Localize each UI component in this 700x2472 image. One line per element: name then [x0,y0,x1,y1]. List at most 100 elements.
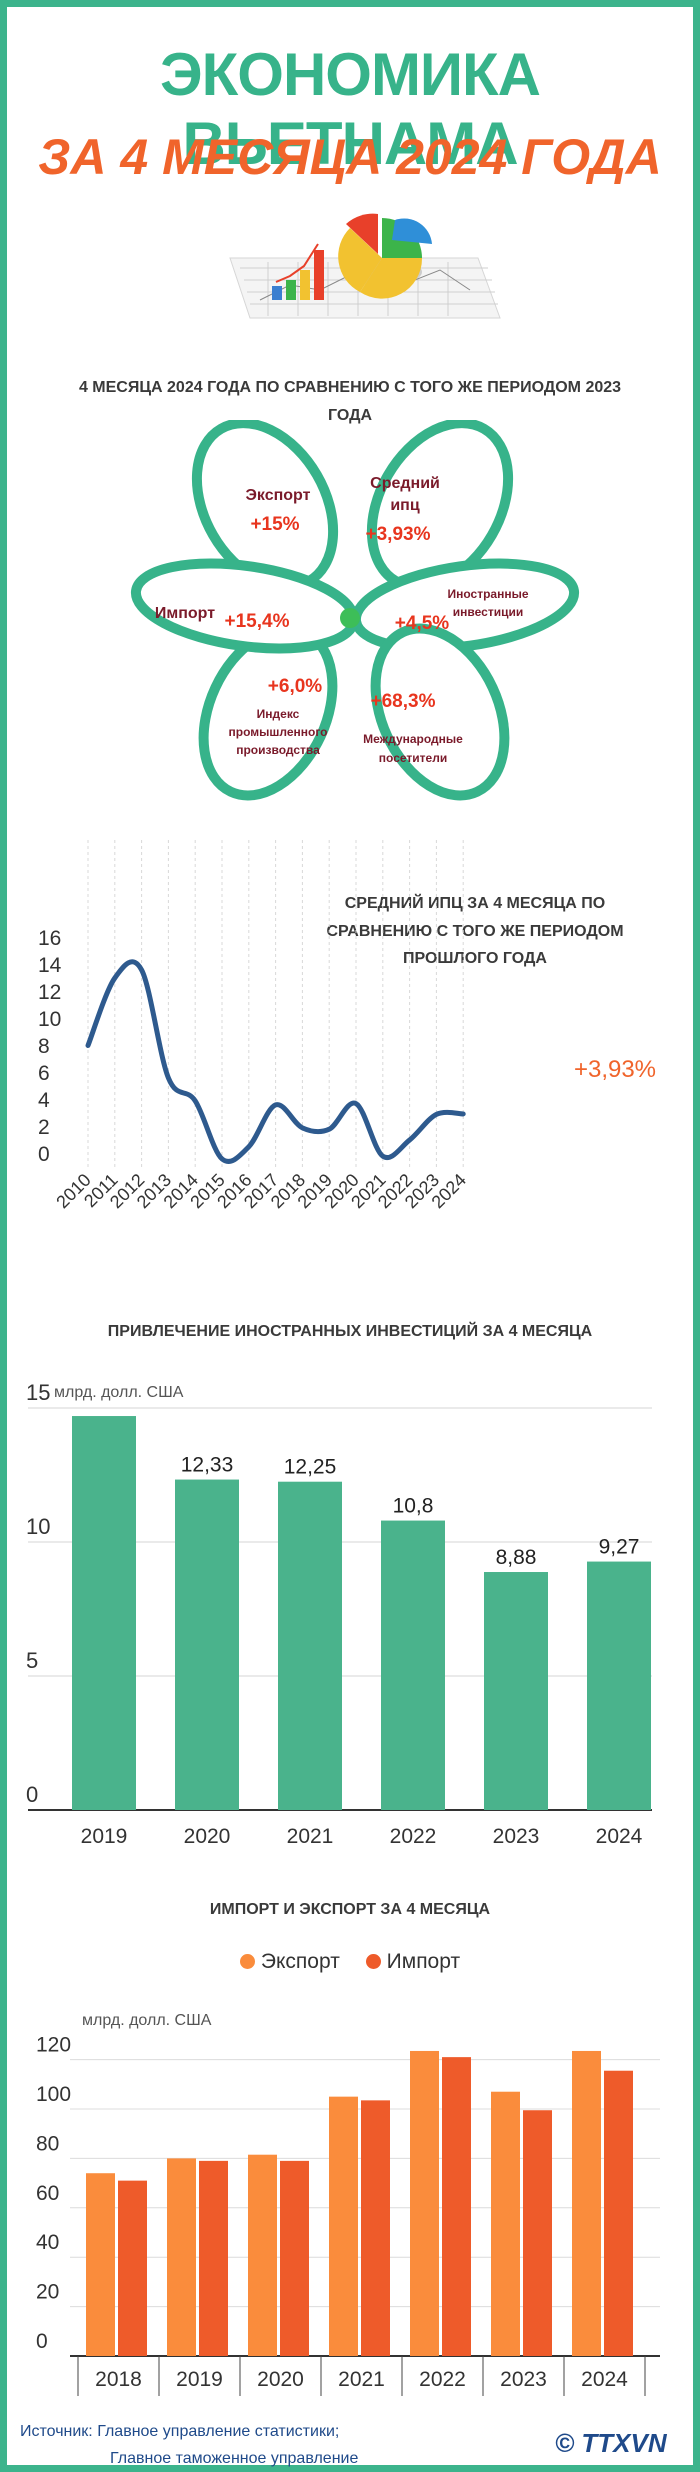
cpi-point [273,1102,278,1107]
fdi-bar-chart: млрд. долл. США 0 5 10 15 2019 12,33 2020 12,25… [26,1380,652,1848]
export-bar [248,2154,277,2356]
cpi-point [139,967,144,972]
cpi-callout: +3,93% [574,1056,656,1083]
cpi-point [112,976,117,980]
trade-y-tick: 40 [36,2231,59,2254]
legend-dot-import [365,1954,381,1969]
petal-value-import: +15,4% [225,611,290,632]
petal-label-import: Импорт [155,605,215,622]
fdi-bar [175,1479,239,1810]
cpi-y-tick: 8 [38,1035,50,1058]
legend-item-import: Импорт [365,1950,461,1974]
mini-bars-illustration [272,243,324,300]
fdi-bar [587,1561,651,1810]
fdi-y-tick: 10 [26,1514,50,1539]
petal-value-industry: +6,0% [268,676,323,697]
export-bar [410,2050,439,2356]
fdi-data-label: 8,88 [496,1546,537,1569]
fdi-x-tick: 2022 [390,1825,437,1848]
export-bar [491,2091,520,2356]
fdi-x-tick: 2024 [596,1825,643,1848]
import-bar [442,2057,471,2356]
ttxvn-logo: © TTXVN [555,2428,667,2458]
petal-label-visitors-2: посетители [379,751,447,765]
cpi-line-chart: СРЕДНИЙ ИПЦ ЗА 4 МЕСЯЦА ПО СРАВНЕНИЮ С Т… [38,840,656,1212]
cpi-y-tick: 16 [38,927,61,950]
fdi-x-tick: 2021 [287,1825,334,1848]
cpi-point [407,1138,412,1142]
petal-value-cpi: +3,93% [366,524,431,545]
trade-y-tick: 60 [36,2182,59,2205]
fdi-unit-label: млрд. долл. США [54,1384,184,1401]
chart-illustration [229,213,501,319]
legend-label-import: Импорт [386,1950,461,1973]
source-note: Источник: Главное управление статистики;… [20,2418,358,2472]
trade-y-tick: 100 [36,2083,71,2106]
export-bar [572,2050,601,2356]
import-bar [361,2100,390,2356]
trade-unit-label: млрд. долл. США [82,2012,212,2029]
trade-x-tick: 2018 [95,2368,142,2391]
export-bar [329,2096,358,2356]
petal-visitors [370,623,510,801]
import-bar [523,2110,552,2356]
fdi-y-tick: 15 [26,1380,50,1405]
cpi-point [220,1156,224,1161]
trade-y-tick: 80 [36,2132,59,2155]
export-bar [86,2173,115,2356]
cpi-y-tick: 0 [38,1143,50,1166]
cpi-annotation-line2: СРАВНЕНИЮ С ТОГО ЖЕ ПЕРИОДОМ [326,923,623,940]
trade-y-tick: 120 [36,2034,71,2057]
cpi-point [354,1101,358,1106]
trade-bar-chart: млрд. долл. США 0 20 40 60 80 100 120 2018 2019 2… [36,2012,660,2396]
cpi-point [300,1125,305,1130]
fdi-x-tick: 2019 [81,1825,128,1848]
cpi-point [380,1154,385,1159]
import-bar [280,2160,309,2356]
fdi-data-label: 10,8 [393,1495,434,1518]
trade-heading: ИМПОРТ И ЭКСПОРТ ЗА 4 МЕСЯЦА [209,1901,491,1918]
trade-y-tick: 20 [36,2281,59,2304]
cpi-point [434,1112,439,1117]
flower-diagram: Экспорт +15% Средний ипц +3,93% +4,5% Ин… [130,420,580,801]
cpi-point [327,1127,332,1132]
trade-x-tick: 2022 [419,2368,466,2391]
petal-value-investment: +4,5% [395,613,450,634]
import-bar [604,2070,633,2356]
cpi-point [461,1111,466,1116]
fdi-data-label: 9,27 [599,1536,640,1559]
trade-x-tick: 2019 [176,2368,223,2391]
fdi-y-tick: 5 [26,1648,38,1673]
legend-label-export: Экспорт [260,1950,340,1973]
cpi-y-tick: 2 [38,1116,50,1139]
source-line1: Источник: Главное управление статистики; [20,2423,340,2440]
petal-value-visitors: +68,3% [371,691,436,712]
import-bar [199,2160,228,2356]
flower-center [340,608,360,628]
petal-label-industry-3: производства [236,743,320,757]
petal-label-industry-1: Индекс [257,707,300,721]
cpi-y-tick: 4 [38,1089,50,1112]
fdi-bar [484,1572,548,1810]
petal-label-investment-1: Иностранные [447,587,528,601]
cpi-point [166,1075,171,1080]
fdi-data-label: 12,25 [284,1456,337,1479]
fdi-bar [278,1481,342,1810]
legend-dot-export [239,1954,255,1969]
page-title: ЭКОНОМИКА ВЬЕТНАМА [159,41,541,177]
cpi-y-tick: 6 [38,1062,50,1085]
pie-illustration [338,213,432,299]
cpi-y-tick: 14 [38,954,62,977]
export-bar [167,2158,196,2356]
cpi-y-tick: 10 [38,1008,61,1031]
fdi-bar [72,1416,136,1810]
fdi-data-label: 12,33 [181,1454,234,1477]
flower-heading: 4 МЕСЯЦА 2024 ГОДА ПО СРАВНЕНИЮ С ТОГО Ж… [78,379,622,424]
page-subtitle: ЗА 4 МЕСЯЦА 2024 ГОДА [38,129,662,185]
fdi-x-tick: 2023 [493,1825,540,1848]
petal-label-export: Экспорт [246,487,311,504]
source-line2: Главное таможенное управление [110,2450,359,2467]
trade-x-tick: 2020 [257,2368,304,2391]
petal-label-visitors-1: Международные [363,732,463,746]
